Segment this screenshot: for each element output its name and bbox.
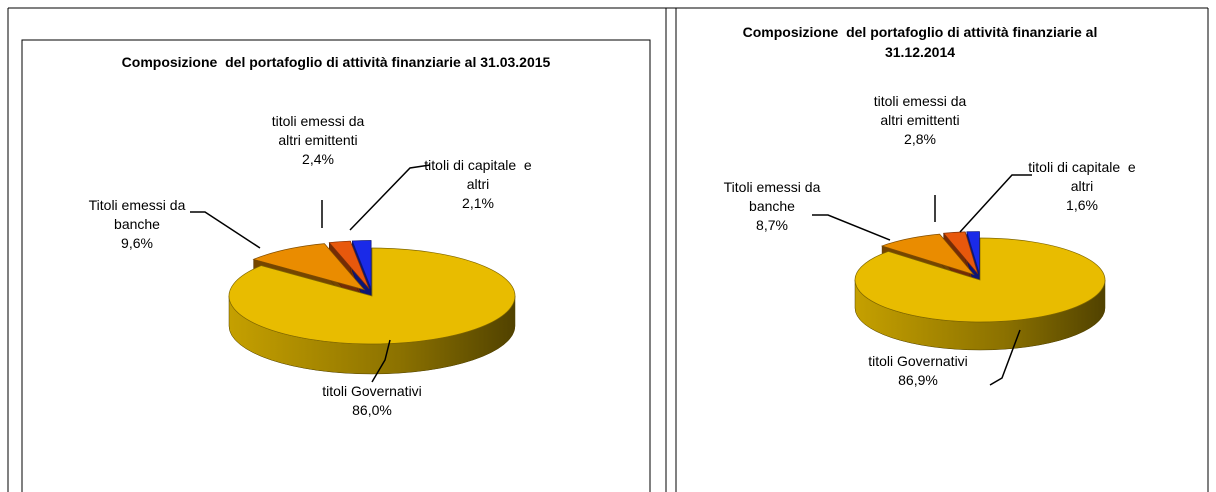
- slice-label: titoli Governativi 86,0%: [307, 382, 437, 420]
- chart-box: [21, 39, 651, 492]
- category-name: Titoli emessi da banche: [88, 197, 190, 232]
- value-label: 2,1%: [462, 195, 494, 211]
- slice-top: [351, 240, 372, 289]
- slice-label: titoli Governativi 86,9%: [853, 352, 983, 390]
- value-label: 9,6%: [121, 235, 153, 251]
- slice-top: [966, 231, 980, 274]
- category-name: titoli Governativi: [868, 353, 968, 369]
- slice-top: [942, 231, 979, 274]
- slice-top: [228, 247, 516, 345]
- slice-label: titoli emessi da altri emittenti 2,8%: [865, 92, 975, 149]
- category-name: titoli emessi da altri emittenti: [873, 93, 971, 128]
- slice-label: titoli emessi da altri emittenti 2,4%: [263, 112, 373, 169]
- slice-label: titoli di capitale e altri 1,6%: [1022, 158, 1142, 215]
- leader-line: [812, 214, 891, 241]
- value-label: 2,8%: [904, 131, 936, 147]
- leader-line: [349, 164, 431, 231]
- slice-top: [328, 240, 370, 289]
- category-name: titoli di capitale e altri: [1028, 159, 1140, 194]
- value-label: 86,9%: [898, 372, 938, 388]
- chart-title: Composizione del portafoglio di attività…: [121, 54, 551, 70]
- category-name: Titoli emessi da banche: [723, 179, 825, 214]
- leader-line: [190, 211, 261, 249]
- value-label: 2,4%: [302, 151, 334, 167]
- slice-top: [252, 243, 366, 291]
- leader-line: [959, 174, 1032, 233]
- leader-line: [989, 329, 1021, 386]
- chart-title: Composizione del portafoglio di attività…: [742, 24, 1102, 60]
- frame: [7, 7, 1209, 492]
- value-label: 1,6%: [1066, 197, 1098, 213]
- value-label: 8,7%: [756, 217, 788, 233]
- category-name: titoli emessi da altri emittenti: [271, 113, 369, 148]
- slice-label: titoli di capitale e altri 2,1%: [418, 156, 538, 213]
- slice-label: Titoli emessi da banche 9,6%: [77, 196, 197, 253]
- leader-line: [371, 339, 391, 383]
- value-label: 86,0%: [352, 402, 392, 418]
- category-name: titoli Governativi: [322, 383, 422, 399]
- slice-top: [880, 233, 975, 276]
- category-name: titoli di capitale e altri: [424, 157, 536, 192]
- slice-label: Titoli emessi da banche 8,7%: [722, 178, 822, 235]
- slice-top: [854, 237, 1106, 323]
